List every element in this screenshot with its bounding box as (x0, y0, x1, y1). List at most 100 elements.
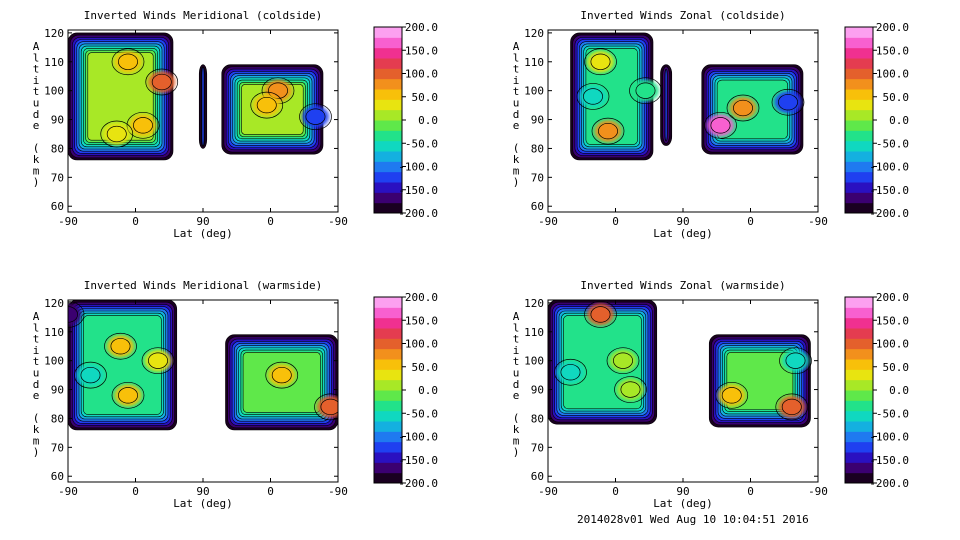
colorbar-tick-label: 150.0 (876, 314, 909, 327)
contour-feature-core (733, 99, 753, 117)
colorbar-swatch (374, 359, 402, 370)
colorbar-swatch (845, 410, 873, 422)
colorbar-swatch (845, 421, 873, 432)
chart-panel-1: Inverted Winds Meridional (coldside) -90 0… (33, 9, 438, 240)
colorbar-tick-label: 50.0 (883, 361, 910, 374)
colorbar-swatch (845, 472, 873, 484)
x-axis-label: Lat (deg) (653, 497, 713, 510)
x-tick-label: -90 (328, 215, 348, 228)
contour-feature-core (118, 387, 138, 404)
colorbar-tick-label: -50.0 (405, 407, 438, 420)
colorbar-swatch (374, 68, 402, 80)
colorbar-tick-label: 200.0 (876, 291, 909, 304)
y-tick-label: 80 (531, 412, 544, 425)
colorbar-swatch (374, 89, 402, 100)
x-tick-label: 90 (676, 215, 689, 228)
colorbar-tick-label: -150.0 (869, 454, 909, 467)
colorbar-tick-label: 100.0 (876, 68, 909, 81)
colorbar-tick-label: -150.0 (398, 454, 438, 467)
contour-feature-core (320, 398, 338, 416)
y-tick-label: 110 (524, 56, 544, 69)
colorbar-swatch (374, 410, 402, 422)
colorbar-tick-label: 50.0 (412, 361, 439, 374)
colorbar-swatch (374, 140, 402, 152)
contour-feature-core (590, 306, 611, 323)
chart-panel-4: Inverted Winds Zonal (warmside) -90 0 90 0 -9… (513, 279, 909, 510)
x-axis-label: Lat (deg) (173, 497, 233, 510)
contour-feature-core (620, 381, 641, 398)
colorbar-swatch (374, 297, 402, 308)
x-tick-label: 0 (747, 485, 754, 498)
x-tick-label: 90 (676, 485, 689, 498)
colorbar-swatch (845, 140, 873, 152)
contour-band (664, 68, 668, 142)
colorbar-tick-label: -100.0 (398, 161, 438, 174)
y-tick-label: 90 (51, 384, 64, 397)
colorbar-swatch (374, 120, 402, 131)
data-region (548, 300, 658, 425)
contour-feature-core (305, 108, 326, 125)
contour-feature-core (106, 125, 127, 143)
contour-feature-core (118, 53, 138, 70)
colorbar-swatch (374, 379, 402, 391)
contour-feature-core (785, 352, 806, 369)
colorbar-swatch (845, 130, 873, 142)
contour-feature-core (256, 96, 277, 114)
contour-feature-core (151, 73, 172, 91)
colorbar-tick-label: 0.0 (889, 114, 909, 127)
y-tick-label: 70 (531, 441, 544, 454)
colorbar: 200.0 150.0 100.0 50.0 0.0 -50.0 -100.0 -150.0 -… (373, 291, 439, 490)
colorbar-swatch (374, 441, 402, 453)
colorbar-swatch (845, 27, 873, 38)
colorbar-swatch (374, 431, 402, 443)
colorbar-tick-label: 150.0 (405, 314, 438, 327)
colorbar-swatch (845, 462, 873, 474)
x-tick-label: -90 (328, 485, 348, 498)
colorbar-tick-label: -200.0 (869, 477, 909, 490)
colorbar-swatch (845, 161, 873, 173)
colorbar-swatch (845, 390, 873, 401)
colorbar-tick-label: 50.0 (412, 91, 439, 104)
contour-feature-core (781, 398, 802, 416)
colorbar-swatch (845, 192, 873, 204)
y-tick-label: 90 (531, 114, 544, 127)
data-region (660, 64, 673, 146)
colorbar-tick-label: 100.0 (405, 68, 438, 81)
colorbar-swatch (845, 431, 873, 443)
colorbar-swatch (374, 400, 402, 412)
colorbar-swatch (845, 441, 873, 453)
colorbar-tick-label: 150.0 (876, 44, 909, 57)
colorbar-swatch (374, 317, 402, 329)
x-tick-label: 0 (267, 215, 274, 228)
colorbar-swatch (374, 307, 402, 319)
colorbar-swatch (845, 99, 873, 111)
colorbar-swatch (374, 151, 402, 162)
colorbar-swatch (845, 452, 873, 463)
colorbar-swatch (374, 78, 402, 90)
y-tick-label: 110 (44, 326, 64, 339)
colorbar-tick-label: 0.0 (418, 114, 438, 127)
y-tick-label: 110 (44, 56, 64, 69)
colorbar-swatch (374, 328, 402, 339)
contour-feature-core (583, 88, 603, 105)
x-tick-label: 0 (612, 215, 619, 228)
contour-feature-core (778, 94, 798, 111)
contour-feature-core (133, 117, 153, 134)
colorbar-swatch (374, 171, 402, 183)
y-tick-label: 110 (524, 326, 544, 339)
chart-title: Inverted Winds Zonal (warmside) (580, 279, 785, 292)
colorbar-swatch (845, 400, 873, 412)
chart-title: Inverted Winds Meridional (warmside) (84, 279, 322, 292)
y-tick-label: 80 (531, 142, 544, 155)
y-tick-label: 100 (524, 85, 544, 98)
data-region (198, 64, 208, 149)
y-tick-label: 60 (51, 200, 64, 213)
colorbar-swatch (845, 317, 873, 329)
colorbar-swatch (845, 89, 873, 100)
x-tick-label: 0 (747, 215, 754, 228)
colorbar-swatch (374, 182, 402, 193)
